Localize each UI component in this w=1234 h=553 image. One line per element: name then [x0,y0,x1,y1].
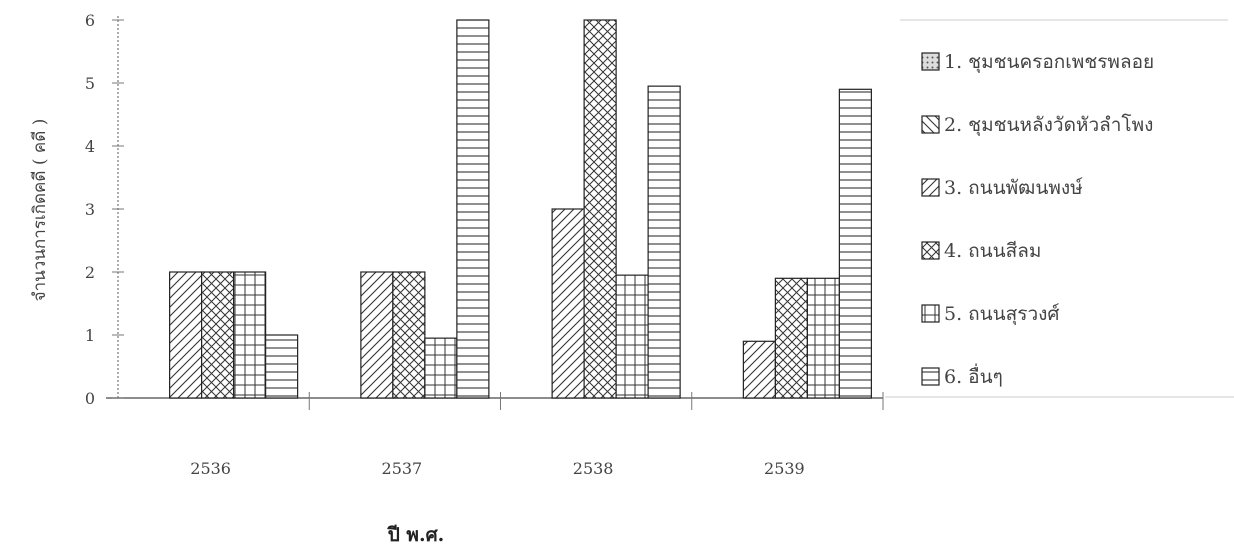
legend-swatch-series-5 [921,304,940,323]
legend-swatch-series-2 [921,115,940,134]
y-tick-label: 4 [85,137,95,156]
bar-2536-series-4 [201,271,235,399]
bar-2537-series-5 [424,337,458,399]
legend-label-series-1: 1. ชุมชนครอกเพชรพลอย [944,51,1154,74]
bar-2536-series-5 [233,271,267,399]
legend-label-series-3: 3. ถนนพัฒนพงษ์ [944,177,1083,199]
x-tick-label: 2538 [573,459,614,478]
y-tick-label: 6 [85,11,95,30]
bar-2538-series-5 [615,274,649,399]
bar-2538-series-6 [647,85,681,399]
bar-2537-series-4 [392,271,426,399]
x-axis-title: ปี พ.ศ. [387,524,444,546]
bar-2539-series-6 [838,88,872,399]
y-tick-label: 1 [85,326,95,345]
bar-2537-series-3 [360,271,394,399]
legend-label-series-2: 2. ชุมชนหลังวัดหัวลำโพง [944,113,1153,137]
bar-2538-series-3 [551,208,585,399]
legend-swatch-series-1 [921,52,940,71]
y-axis-title: จำนวนการเกิดคดี ( คดี ) [30,119,50,302]
bar-2537-series-6 [456,19,490,399]
y-tick-label: 5 [85,74,95,93]
legend-swatch-series-6 [921,367,940,386]
axes: 0 1 2 3 4 5 6 2536 2537 2538 2539 จำนวนการเกิดคดี (… [30,11,884,546]
legend-swatch-series-3 [921,178,940,197]
x-tick-label: 2539 [764,459,805,478]
y-tick-label: 2 [85,263,95,282]
x-tick-label: 2536 [190,459,231,478]
legend-swatch-series-4 [921,241,940,260]
bar-2539-series-4 [774,277,808,399]
bar-2536-series-6 [265,334,299,399]
legend-label-series-5: 5. ถนนสุรวงศ์ [944,303,1059,326]
bar-2539-series-5 [806,277,840,399]
legend: 1. ชุมชนครอกเพชรพลอย 2. ชุมชนหลังวัดหัวลำ… [885,19,1234,398]
bars [169,19,872,399]
bar-2538-series-4 [583,19,617,399]
bar-2539-series-3 [742,340,776,399]
bar-2536-series-3 [169,271,203,399]
legend-label-series-6: 6. อื่นๆ [944,363,1003,388]
legend-label-series-4: 4. ถนนสีลม [944,240,1041,262]
x-tick-label: 2537 [382,459,423,478]
y-tick-label: 0 [85,389,95,408]
y-tick-label: 3 [85,200,95,219]
